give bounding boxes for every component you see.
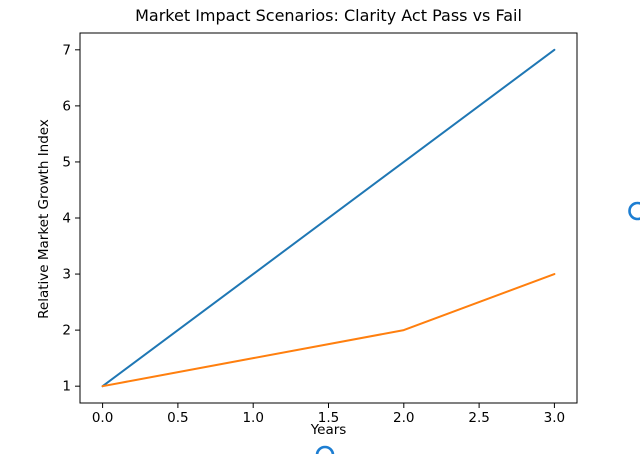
x-tick-label: 3.0 <box>544 410 565 426</box>
x-tick-label: 2.5 <box>468 410 489 426</box>
selection-handle-right-icon[interactable] <box>628 201 640 221</box>
series-line-fail-scenario <box>101 273 556 388</box>
y-tick-label: 7 <box>62 42 71 58</box>
y-tick-label: 4 <box>62 211 71 227</box>
chart-title: Market Impact Scenarios: Clarity Act Pas… <box>135 6 522 25</box>
selection-handle-bottom-icon[interactable] <box>315 445 335 454</box>
y-tick-label: 2 <box>62 323 71 339</box>
x-axis-label: Years <box>310 422 347 438</box>
y-tick-label: 3 <box>62 267 71 283</box>
y-tick-label: 1 <box>62 379 71 395</box>
x-tick-label: 0.0 <box>92 410 113 426</box>
y-tick-label: 6 <box>62 98 71 114</box>
series-line-pass-scenario <box>101 48 556 388</box>
x-tick-label: 1.5 <box>318 410 339 426</box>
y-tick-label: 5 <box>62 154 71 170</box>
x-tick-label: 1.0 <box>242 410 263 426</box>
plot-area: 0.0 0.5 1.0 1.5 2.0 2.5 3.0 1 2 3 4 5 6 7 <box>62 32 578 426</box>
x-tick-label: 2.0 <box>393 410 414 426</box>
x-tick-label: 0.5 <box>167 410 188 426</box>
